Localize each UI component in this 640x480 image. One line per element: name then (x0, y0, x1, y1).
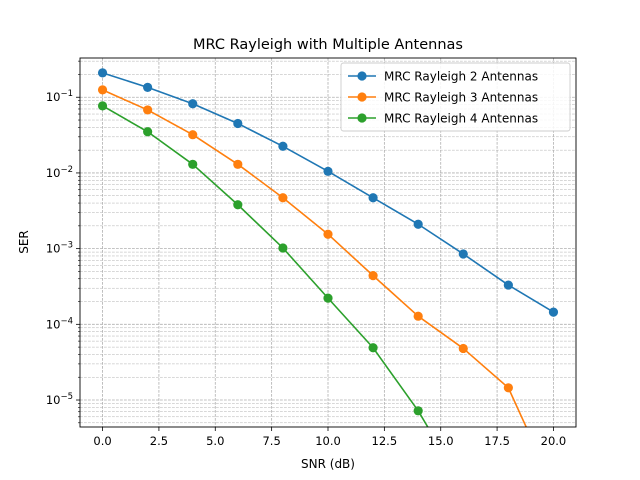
data-point (413, 406, 423, 416)
data-point (368, 343, 378, 353)
chart-title: MRC Rayleigh with Multiple Antennas (193, 37, 463, 53)
data-point (368, 193, 378, 203)
y-tick-label-base: 10 (46, 166, 61, 180)
y-tick-label-exponent: −4 (60, 316, 73, 326)
data-point (233, 118, 243, 129)
legend: MRC Rayleigh 2 Antennas MRC Rayleigh 3 An… (340, 62, 571, 132)
data-point (413, 219, 423, 229)
y-tick-label: 10−2 (46, 165, 73, 180)
data-point (413, 311, 423, 321)
y-tick-label-exponent: −5 (60, 392, 73, 402)
legend-marker (357, 113, 367, 123)
data-point (458, 343, 468, 354)
x-tick-label: 20.0 (541, 434, 567, 448)
data-point (97, 68, 108, 78)
data-point (368, 271, 378, 281)
series-2 (97, 85, 528, 427)
data-point (97, 85, 108, 95)
y-tick-label: 10−4 (46, 316, 73, 331)
legend-box (340, 62, 571, 132)
x-axis: 0.0 2.5 5.0 7.5 10.0 12.5 15.0 17.5 20.0 (93, 427, 566, 448)
series-layer (97, 68, 559, 427)
data-point (278, 243, 288, 253)
x-axis-label: SNR (dB) (301, 457, 355, 471)
y-tick-label: 10−3 (46, 241, 73, 256)
data-point (233, 200, 243, 210)
series-1 (97, 68, 559, 317)
x-tick-label: 0.0 (93, 434, 111, 448)
y-tick-label-base: 10 (46, 90, 61, 104)
data-point (458, 249, 468, 259)
legend-label: MRC Rayleigh 3 Antennas (384, 91, 538, 105)
data-point (143, 127, 153, 137)
data-point (233, 159, 243, 169)
x-tick-label: 10.0 (315, 434, 341, 448)
x-tick-label: 12.5 (372, 434, 398, 448)
data-point (548, 307, 559, 317)
data-point (188, 99, 198, 109)
x-tick-label: 7.5 (262, 434, 280, 448)
series-line (102, 105, 429, 427)
data-point (323, 166, 333, 176)
data-point (503, 280, 513, 290)
data-point (278, 141, 288, 151)
y-tick-label: 10−1 (46, 89, 73, 104)
y-axis-label: SER (17, 230, 31, 254)
y-tick-label-base: 10 (46, 317, 61, 331)
x-tick-label: 15.0 (428, 434, 454, 448)
data-point (188, 130, 198, 140)
legend-label: MRC Rayleigh 4 Antennas (384, 112, 538, 126)
series-3 (97, 101, 429, 427)
legend-marker (357, 71, 367, 81)
y-tick-label-exponent: −2 (60, 165, 73, 175)
data-point (503, 383, 513, 393)
x-tick-label: 5.0 (206, 434, 224, 448)
legend-label: MRC Rayleigh 2 Antennas (384, 70, 538, 84)
y-tick-label-base: 10 (46, 393, 61, 407)
x-tick-label: 2.5 (150, 434, 168, 448)
y-tick-label-base: 10 (46, 242, 61, 256)
data-point (278, 193, 288, 203)
y-tick-label-exponent: −3 (60, 241, 73, 251)
legend-marker (357, 92, 367, 102)
y-tick-label-exponent: −1 (60, 89, 73, 99)
data-point (97, 101, 108, 111)
data-point (143, 82, 153, 92)
y-tick-label: 10−5 (46, 392, 73, 407)
data-point (188, 159, 198, 169)
data-point (323, 293, 333, 303)
y-axis: 10−510−410−310−210−1 (46, 60, 80, 424)
data-point (323, 229, 333, 239)
data-point (143, 105, 153, 115)
x-tick-label: 17.5 (484, 434, 510, 448)
